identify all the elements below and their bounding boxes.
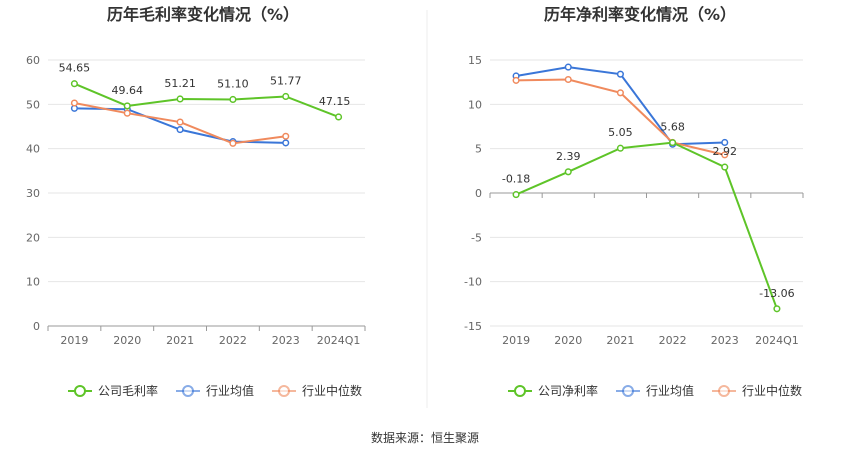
data-point — [564, 63, 572, 71]
legend-label: 行业中位数 — [302, 383, 362, 398]
y-tick-label: 10 — [26, 276, 40, 289]
data-point — [335, 113, 343, 121]
legend-item[interactable]: 行业均值 — [616, 383, 694, 398]
x-tick-label: 2022 — [659, 334, 687, 347]
data-point — [123, 102, 131, 110]
legend-item[interactable]: 公司净利率 — [508, 383, 598, 398]
data-point — [282, 92, 290, 101]
x-tick-label: 2023 — [272, 334, 300, 347]
data-point — [123, 109, 131, 117]
legend-item[interactable]: 行业均值 — [176, 383, 254, 398]
y-tick-label: 50 — [26, 98, 40, 111]
data-point — [721, 138, 729, 147]
x-tick-label: 2021 — [606, 334, 634, 347]
x-tick-label: 2021 — [166, 334, 194, 347]
y-tick-label: 5 — [475, 143, 482, 156]
data-label: 51.21 — [164, 77, 196, 90]
data-point — [282, 132, 290, 140]
legend-item[interactable]: 行业中位数 — [272, 383, 362, 398]
data-label: 5.05 — [608, 126, 633, 139]
legend-label: 公司毛利率 — [98, 383, 158, 398]
data-point — [721, 151, 729, 159]
x-tick-label: 2024Q1 — [755, 334, 799, 347]
data-point — [721, 163, 729, 171]
legend-marker — [74, 385, 86, 397]
chart-title: 历年净利率变化情况（%） — [544, 5, 736, 24]
data-point — [512, 76, 520, 84]
data-label: 51.77 — [270, 74, 302, 87]
y-tick-label: 15 — [468, 54, 482, 67]
legend-marker — [718, 385, 730, 397]
data-label: -0.18 — [502, 173, 530, 186]
data-point — [564, 75, 572, 84]
y-tick-label: -10 — [464, 276, 482, 289]
x-tick-label: 2024Q1 — [317, 334, 361, 347]
data-point — [176, 118, 184, 126]
data-label: 54.65 — [59, 62, 91, 75]
data-label: 49.64 — [112, 84, 144, 97]
y-tick-label: 30 — [26, 187, 40, 200]
data-point — [669, 139, 677, 147]
series-line — [515, 141, 778, 310]
gross-margin-chart: 历年毛利率变化情况（%） 0 10 20 30 40 50 60 2019 2020 2021 202… — [26, 5, 366, 398]
data-point — [512, 191, 520, 199]
data-point — [229, 95, 237, 104]
x-tick-label: 2022 — [219, 334, 247, 347]
x-tick-label: 2023 — [711, 334, 739, 347]
legend-marker — [622, 385, 634, 397]
y-tick-label: 60 — [26, 54, 40, 67]
data-label: 2.92 — [713, 145, 738, 158]
data-point — [616, 89, 624, 97]
data-label: 5.68 — [660, 121, 685, 134]
data-point — [616, 70, 624, 78]
data-label: 47.15 — [319, 95, 351, 108]
legend-marker — [278, 385, 290, 397]
x-tick-label: 2019 — [60, 334, 88, 347]
x-tick-label: 2020 — [554, 334, 582, 347]
data-point — [176, 126, 184, 134]
y-tick-label: 0 — [33, 320, 40, 333]
data-point — [616, 144, 624, 152]
net-margin-chart: 历年净利率变化情况（%） -15 -10 -5 0 5 10 15 2019 2020 2021 20… — [464, 5, 804, 398]
y-tick-label: 10 — [468, 98, 482, 111]
y-tick-label: -5 — [471, 231, 482, 244]
legend-item[interactable]: 行业中位数 — [712, 383, 802, 398]
legend-label: 行业均值 — [646, 383, 694, 398]
data-point — [564, 168, 572, 176]
legend-label: 行业均值 — [206, 383, 254, 398]
data-label: 2.39 — [556, 150, 581, 163]
y-tick-label: 0 — [475, 187, 482, 200]
data-point — [229, 139, 237, 147]
legend-label: 行业中位数 — [742, 383, 802, 398]
data-source-note: 数据来源：恒生聚源 — [371, 430, 479, 445]
legend-marker — [514, 385, 526, 397]
data-point — [70, 80, 78, 88]
y-tick-label: -15 — [464, 320, 482, 333]
x-tick-label: 2019 — [502, 334, 530, 347]
data-point — [176, 95, 184, 103]
data-label: -13.06 — [759, 287, 794, 300]
legend-item[interactable]: 公司毛利率 — [68, 383, 158, 398]
x-tick-label: 2020 — [113, 334, 141, 347]
data-point — [773, 305, 781, 313]
y-tick-label: 20 — [26, 231, 40, 244]
chart-title: 历年毛利率变化情况（%） — [107, 5, 299, 24]
series-line — [74, 82, 339, 118]
y-tick-label: 40 — [26, 143, 40, 156]
data-point — [282, 139, 290, 147]
legend-label: 公司净利率 — [538, 383, 598, 398]
legend-marker — [182, 385, 194, 397]
data-point — [70, 99, 78, 107]
data-label: 51.10 — [217, 77, 249, 90]
